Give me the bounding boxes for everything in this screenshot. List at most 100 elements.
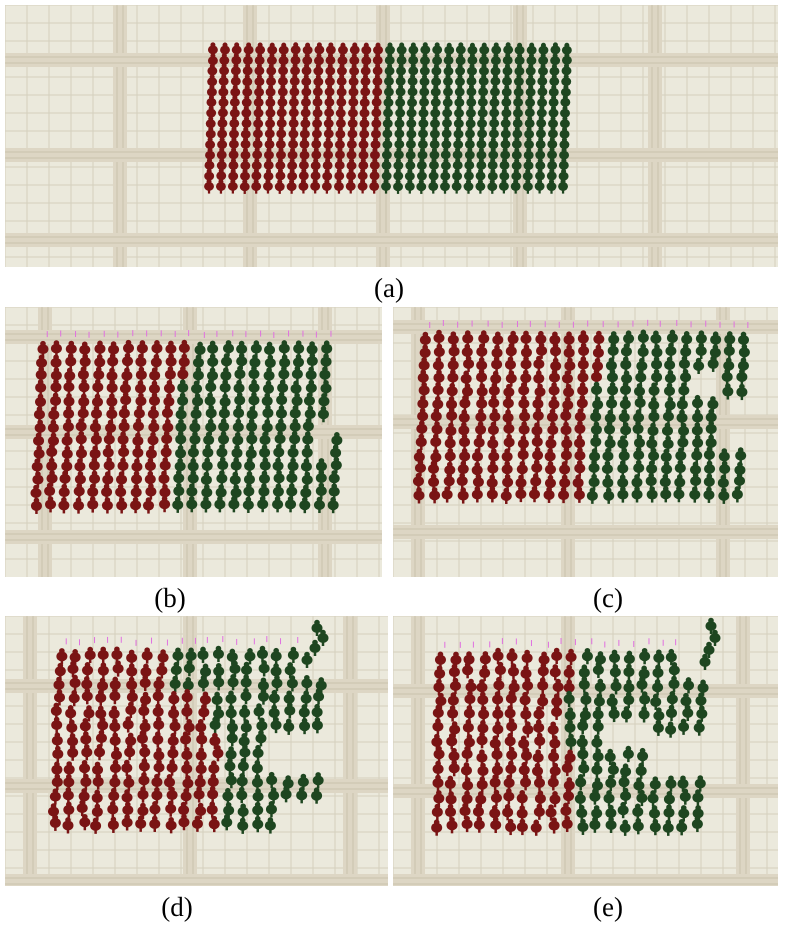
agent [460,373,472,384]
agent [131,461,143,472]
agent [433,346,445,357]
agent [287,650,299,661]
agent [258,473,270,484]
agent [135,356,147,367]
scene-a [5,5,778,267]
agent [252,819,264,830]
agent [172,499,184,510]
agent [197,678,209,689]
agent [620,346,632,357]
agent [533,359,545,370]
agent [315,461,327,472]
agent [563,387,575,398]
agent [183,663,195,674]
agent [479,56,489,66]
panel-d [5,616,388,886]
agent [178,817,190,828]
agent [394,119,405,129]
agent [607,385,619,396]
agent [724,334,736,345]
agent [560,450,572,461]
agent [240,677,252,688]
agent [320,356,332,367]
agent [552,682,564,693]
agent [573,489,585,500]
agent [737,360,749,371]
agent [604,424,616,435]
agent [476,398,488,409]
agent [507,334,519,345]
agent [549,738,561,749]
agent [53,679,65,690]
agent [689,489,701,500]
agent [674,477,686,488]
agent [259,447,271,458]
agent [178,356,190,367]
agent [359,119,370,129]
agent [238,736,250,747]
agent [191,818,203,829]
agent [226,733,238,744]
agent [632,424,644,435]
agent [81,747,93,758]
agent [502,807,514,818]
agent [229,663,241,674]
agent [435,696,447,707]
agent [231,55,242,65]
agent [447,372,459,383]
agent [697,682,709,693]
agent [325,55,336,65]
agent [592,751,604,762]
agent [705,437,717,448]
agent [49,817,61,828]
agent [491,347,503,358]
agent [450,654,462,665]
agent [577,333,589,344]
agent [91,792,103,803]
agent [432,360,444,371]
agent [735,450,747,461]
agent [477,723,489,734]
agent [306,356,318,367]
agent [446,399,458,410]
agent [108,344,120,355]
agent [505,693,517,704]
agent [246,434,258,445]
agent [284,665,296,676]
agent [692,808,704,819]
agent [607,764,619,775]
agent [33,435,45,446]
agent [664,360,676,371]
agent [232,435,244,446]
agent [315,486,327,497]
floor-path [648,5,662,267]
agent [721,371,733,382]
agent [249,357,261,368]
agent [200,474,212,485]
agent [192,357,204,368]
agent [665,652,677,663]
agent [446,820,458,831]
agent [521,653,533,664]
agent [503,777,515,788]
agent [278,56,289,66]
agent [487,424,499,435]
agent [462,665,474,676]
agent [285,499,297,510]
agent [429,490,441,501]
agent [225,708,237,719]
agent [533,373,545,384]
agent [661,425,673,436]
agent [105,422,117,433]
agent [107,804,119,815]
agent [501,451,513,462]
agent [590,436,602,447]
agent [50,357,62,368]
agent [205,408,217,419]
agent [651,347,663,358]
agent [652,682,664,693]
agent [462,333,474,344]
agent [690,464,702,475]
agent [576,737,588,748]
agent [433,749,445,760]
